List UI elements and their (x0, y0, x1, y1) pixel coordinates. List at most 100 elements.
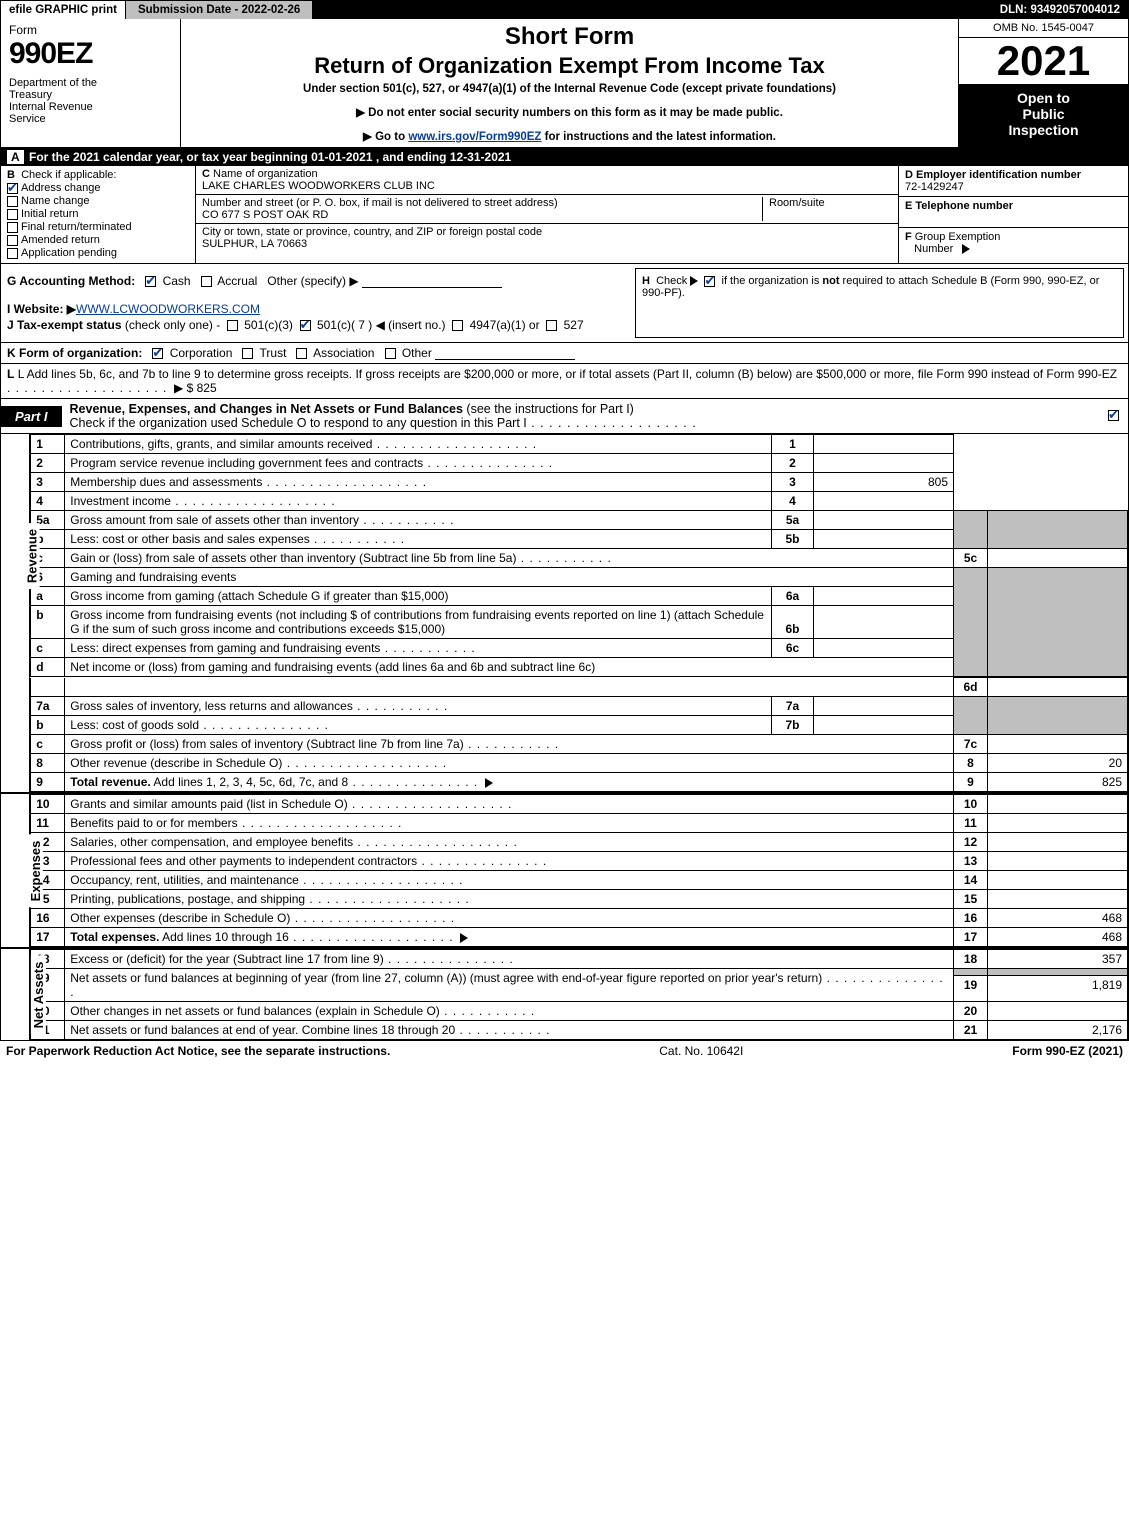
line-15: 15Printing, publications, postage, and s… (31, 890, 1128, 909)
tax-exempt-row: J Tax-exempt status (check only one) - 5… (7, 318, 625, 332)
f-label: F Group Exemption Number (905, 231, 1122, 255)
section-def: D Employer identification number 72-1429… (898, 166, 1128, 263)
line-13: 13Professional fees and other payments t… (31, 852, 1128, 871)
part-i-tag: Part I (1, 406, 62, 427)
form-ref: Form 990-EZ (2021) (1012, 1044, 1123, 1058)
side-revenue: Revenue (1, 434, 30, 677)
footer: For Paperwork Reduction Act Notice, see … (0, 1041, 1129, 1061)
line-21: 21Net assets or fund balances at end of … (31, 1021, 1128, 1040)
line-5c: cGain or (loss) from sale of assets othe… (31, 549, 1128, 568)
label-a: A (7, 150, 24, 164)
line-11: 11Benefits paid to or for members11 (31, 814, 1128, 833)
form-header: Form 990EZ Department of theTreasuryInte… (1, 19, 1128, 148)
line-12: 12Salaries, other compensation, and empl… (31, 833, 1128, 852)
chk-other-org[interactable] (385, 348, 396, 359)
e-label: E Telephone number (905, 200, 1122, 212)
form-number: 990EZ (9, 37, 172, 71)
line-17: 17Total expenses. Add lines 10 through 1… (31, 928, 1128, 947)
website-link[interactable]: WWW.LCWOODWORKERS.COM (76, 302, 260, 316)
chk-501c[interactable] (300, 320, 311, 331)
side-expenses: Expenses (1, 794, 30, 947)
chk-corporation[interactable] (152, 348, 163, 359)
omb-number: OMB No. 1545-0047 (959, 19, 1128, 38)
chk-accrual[interactable] (201, 276, 212, 287)
open-to-public: Open toPublicInspection (959, 84, 1128, 147)
short-form-title: Short Form (191, 23, 948, 51)
row-gh: G Accounting Method: Cash Accrual Other … (1, 264, 1128, 343)
city-label: City or town, state or province, country… (202, 226, 892, 238)
room-suite: Room/suite (762, 197, 892, 221)
ein: 72-1429247 (905, 181, 1122, 193)
d-label: D Employer identification number (905, 169, 1122, 181)
section-bcd: B Check if applicable: Address change Na… (1, 166, 1128, 264)
chk-501c3[interactable] (227, 320, 238, 331)
chk-527[interactable] (546, 320, 557, 331)
city: SULPHUR, LA 70663 (202, 238, 892, 250)
line-7a: 7aGross sales of inventory, less returns… (31, 697, 1128, 716)
expenses-block: Expenses 10Grants and similar amounts pa… (1, 792, 1128, 947)
c-name-label: C C Name of organizationName of organiza… (202, 168, 892, 180)
department: Department of theTreasuryInternal Revenu… (9, 77, 172, 125)
chk-schedule-b[interactable] (704, 276, 715, 287)
section-h: H Check if the organization is not requi… (635, 268, 1124, 338)
row-a: A For the 2021 calendar year, or tax yea… (1, 148, 1128, 166)
revenue-block-2: x6d 7aGross sales of inventory, less ret… (1, 677, 1128, 792)
line-4: 4Investment income4 (31, 492, 1128, 511)
line-1: 1Contributions, gifts, grants, and simil… (31, 435, 1128, 454)
chk-final-return[interactable]: Final return/terminated (7, 221, 189, 233)
accounting-method: G Accounting Method: Cash Accrual Other … (7, 274, 625, 288)
catalog-number: Cat. No. 10642I (390, 1044, 1012, 1058)
chk-initial-return[interactable]: Initial return (7, 208, 189, 220)
instruction-2: ▶ Go to www.irs.gov/Form990EZ for instru… (191, 129, 948, 143)
irs-link[interactable]: www.irs.gov/Form990EZ (408, 131, 541, 143)
line-6d-full: x6d (31, 678, 1128, 697)
topbar: efile GRAPHIC print Submission Date - 20… (1, 1, 1128, 19)
header-left: Form 990EZ Department of theTreasuryInte… (1, 19, 181, 147)
netassets-block: Net Assets 18Excess or (deficit) for the… (1, 947, 1128, 1040)
expenses-table: 10Grants and similar amounts paid (list … (30, 794, 1128, 947)
instruction-1: ▶ Do not enter social security numbers o… (191, 105, 948, 119)
dln: DLN: 93492057004012 (992, 1, 1128, 19)
line-14: 14Occupancy, rent, utilities, and mainte… (31, 871, 1128, 890)
side-netassets: Net Assets (1, 949, 30, 1040)
chk-schedule-o[interactable] (1108, 410, 1119, 421)
efile-print[interactable]: efile GRAPHIC print (1, 1, 126, 19)
line-2: 2Program service revenue including gover… (31, 454, 1128, 473)
netassets-table: 18Excess or (deficit) for the year (Subt… (30, 949, 1128, 1040)
revenue-table: 1Contributions, gifts, grants, and simil… (30, 434, 1128, 677)
chk-name-change[interactable]: Name change (7, 195, 189, 207)
line-9: 9Total revenue. Add lines 1, 2, 3, 4, 5c… (31, 773, 1128, 792)
chk-amended-return[interactable]: Amended return (7, 234, 189, 246)
revenue-table-2: x6d 7aGross sales of inventory, less ret… (30, 677, 1128, 792)
header-right: OMB No. 1545-0047 2021 Open toPublicInsp… (958, 19, 1128, 147)
street: CO 677 S POST OAK RD (202, 209, 762, 221)
line-16: 16Other expenses (describe in Schedule O… (31, 909, 1128, 928)
return-title: Return of Organization Exempt From Incom… (191, 53, 948, 79)
org-name: LAKE CHARLES WOODWORKERS CLUB INC (202, 180, 892, 192)
form-label: Form (9, 23, 172, 37)
street-label: Number and street (or P. O. box, if mail… (202, 197, 762, 209)
chk-association[interactable] (296, 348, 307, 359)
chk-4947[interactable] (452, 320, 463, 331)
line-5a: 5aGross amount from sale of assets other… (31, 511, 1128, 530)
section-b: B Check if applicable: Address change Na… (1, 166, 196, 263)
line-6: 6Gaming and fundraising events (31, 568, 1128, 587)
chk-cash[interactable] (145, 276, 156, 287)
line-18: 18Excess or (deficit) for the year (Subt… (31, 950, 1128, 969)
under-section: Under section 501(c), 527, or 4947(a)(1)… (191, 83, 948, 95)
chk-application-pending[interactable]: Application pending (7, 247, 189, 259)
line-8: 8Other revenue (describe in Schedule O)8… (31, 754, 1128, 773)
section-gij: G Accounting Method: Cash Accrual Other … (1, 264, 631, 342)
tax-year: 2021 (959, 38, 1128, 84)
line-3: 3Membership dues and assessments3805 (31, 473, 1128, 492)
revenue-block: Revenue 1Contributions, gifts, grants, a… (1, 434, 1128, 677)
form-990ez: efile GRAPHIC print Submission Date - 20… (0, 0, 1129, 1041)
line-7c: cGross profit or (loss) from sales of in… (31, 735, 1128, 754)
paperwork-notice: For Paperwork Reduction Act Notice, see … (6, 1044, 390, 1058)
chk-trust[interactable] (242, 348, 253, 359)
submission-date: Submission Date - 2022-02-26 (126, 1, 313, 19)
chk-address-change[interactable]: Address change (7, 182, 189, 194)
part-i-header: Part I Revenue, Expenses, and Changes in… (1, 399, 1128, 434)
line-19: 19Net assets or fund balances at beginni… (31, 969, 1128, 976)
header-middle: Short Form Return of Organization Exempt… (181, 19, 958, 147)
